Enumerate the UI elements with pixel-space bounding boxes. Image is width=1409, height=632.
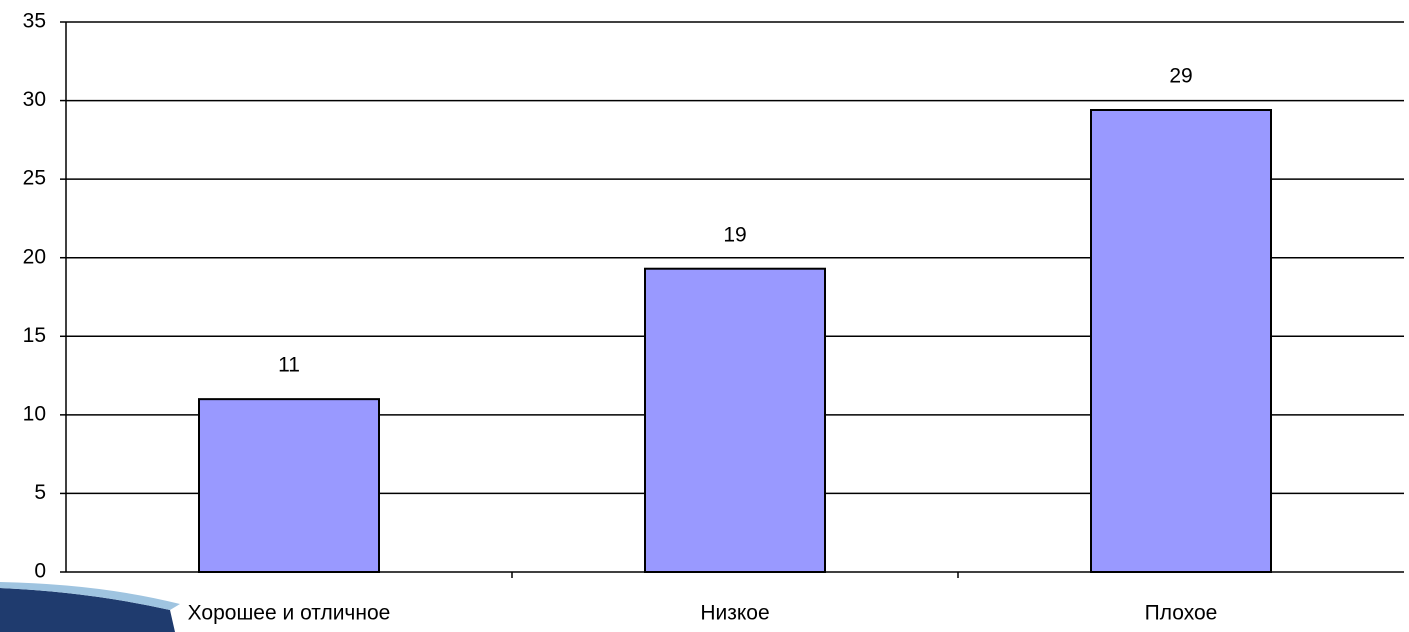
y-tick-label: 30 bbox=[23, 88, 46, 111]
x-tick-label: Плохое bbox=[1145, 602, 1218, 625]
bar bbox=[198, 398, 380, 573]
decoration bbox=[0, 582, 180, 610]
y-tick-label: 10 bbox=[23, 402, 46, 425]
decoration bbox=[0, 588, 175, 632]
bar bbox=[644, 267, 826, 573]
y-tick-label: 25 bbox=[23, 167, 46, 190]
x-tick-label: Низкое bbox=[700, 602, 769, 625]
x-tick-label: Хорошее и отличное bbox=[188, 602, 391, 625]
y-tick-label: 20 bbox=[23, 245, 46, 268]
bar bbox=[1090, 109, 1272, 573]
data-label: 11 bbox=[278, 354, 300, 377]
y-tick-label: 35 bbox=[23, 10, 46, 33]
y-tick-label: 15 bbox=[23, 324, 46, 347]
data-label: 19 bbox=[723, 223, 746, 246]
y-tick-label: 5 bbox=[34, 481, 46, 504]
y-tick-label: 0 bbox=[34, 560, 46, 583]
data-label: 29 bbox=[1169, 65, 1192, 88]
